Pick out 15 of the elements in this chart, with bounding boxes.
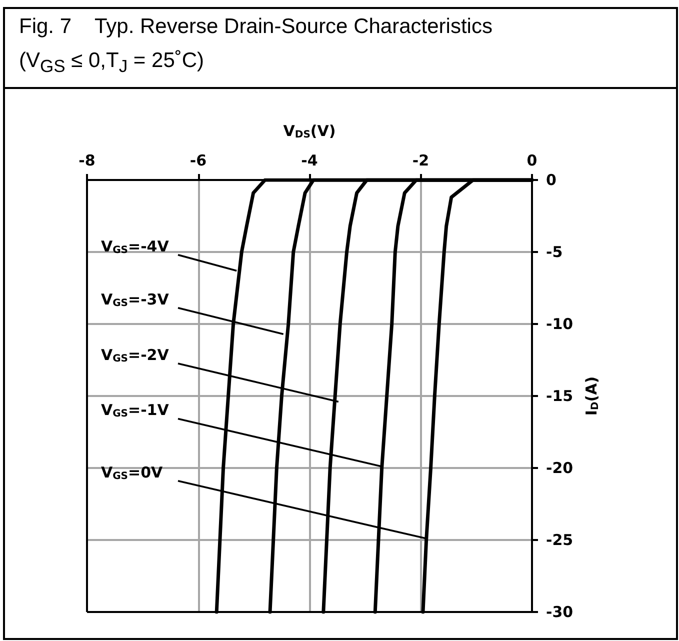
- x-tick-label: -2: [412, 152, 430, 170]
- y-tick-label: -20: [546, 459, 574, 477]
- x-tick-label: -6: [190, 152, 207, 170]
- x-tick-label: -4: [301, 152, 318, 170]
- y-tick-label: -10: [546, 315, 574, 333]
- y-tick-label: -25: [546, 531, 574, 549]
- y-tick-label: -30: [546, 603, 574, 621]
- x-tick-label: 0: [526, 152, 538, 170]
- y-axis-title: ID(A): [582, 376, 601, 416]
- x-tick-label: -8: [78, 152, 96, 170]
- chart-subtitle: (V$_{GS}$ ≤ 0,T$_{J}$ = 25˚C): [19, 49, 204, 78]
- y-tick-label: 0: [546, 171, 556, 189]
- chart-title: Fig. 7 Typ. Reverse Drain-Source Characteristics: [19, 15, 492, 39]
- y-tick-label: -15: [546, 387, 574, 405]
- y-tick-label: -5: [546, 243, 563, 261]
